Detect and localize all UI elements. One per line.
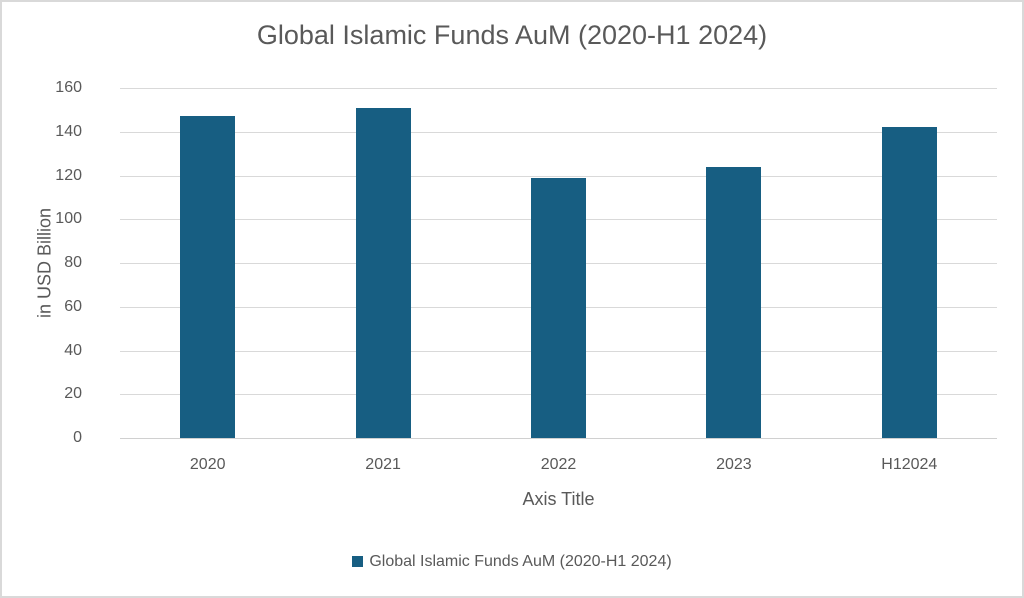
y-tick-label: 0 xyxy=(73,429,82,446)
gridline xyxy=(120,175,997,177)
gridline xyxy=(120,131,997,133)
x-tick-label: H12024 xyxy=(881,456,938,473)
bar-H12024[interactable] xyxy=(881,127,937,438)
y-tick-label: 160 xyxy=(55,79,82,96)
bar-2023[interactable] xyxy=(706,166,762,438)
legend: Global Islamic Funds AuM (2020-H1 2024) xyxy=(0,553,1024,571)
gridline xyxy=(120,88,997,89)
bar-2021[interactable] xyxy=(355,107,411,438)
x-tick-label: 2021 xyxy=(365,456,401,473)
y-tick-label: 120 xyxy=(55,166,82,184)
legend-swatch-icon xyxy=(352,556,364,567)
y-tick-label: 140 xyxy=(55,122,82,140)
y-tick-label: 100 xyxy=(55,210,82,228)
y-tick-label: 20 xyxy=(64,385,82,403)
bar-2022[interactable] xyxy=(531,177,586,438)
x-tick-label: 2022 xyxy=(540,456,577,473)
y-tick-label: 40 xyxy=(64,341,82,359)
gridline xyxy=(120,438,997,439)
plot-area: 0 20 40 60 80 100 120 140 160 xyxy=(55,79,997,446)
y-tick-label: 80 xyxy=(64,254,82,271)
chart-title: Global Islamic Funds AuM (2020-H1 2024) xyxy=(256,20,768,50)
y-tick-label: 60 xyxy=(64,297,82,315)
x-tick-label: 2020 xyxy=(189,456,226,473)
bar-2020[interactable] xyxy=(180,116,236,438)
x-tick-label: 2023 xyxy=(716,456,752,473)
legend-label: Global Islamic Funds AuM (2020-H1 2024) xyxy=(369,553,672,570)
x-axis-title: Axis Title xyxy=(522,489,595,509)
